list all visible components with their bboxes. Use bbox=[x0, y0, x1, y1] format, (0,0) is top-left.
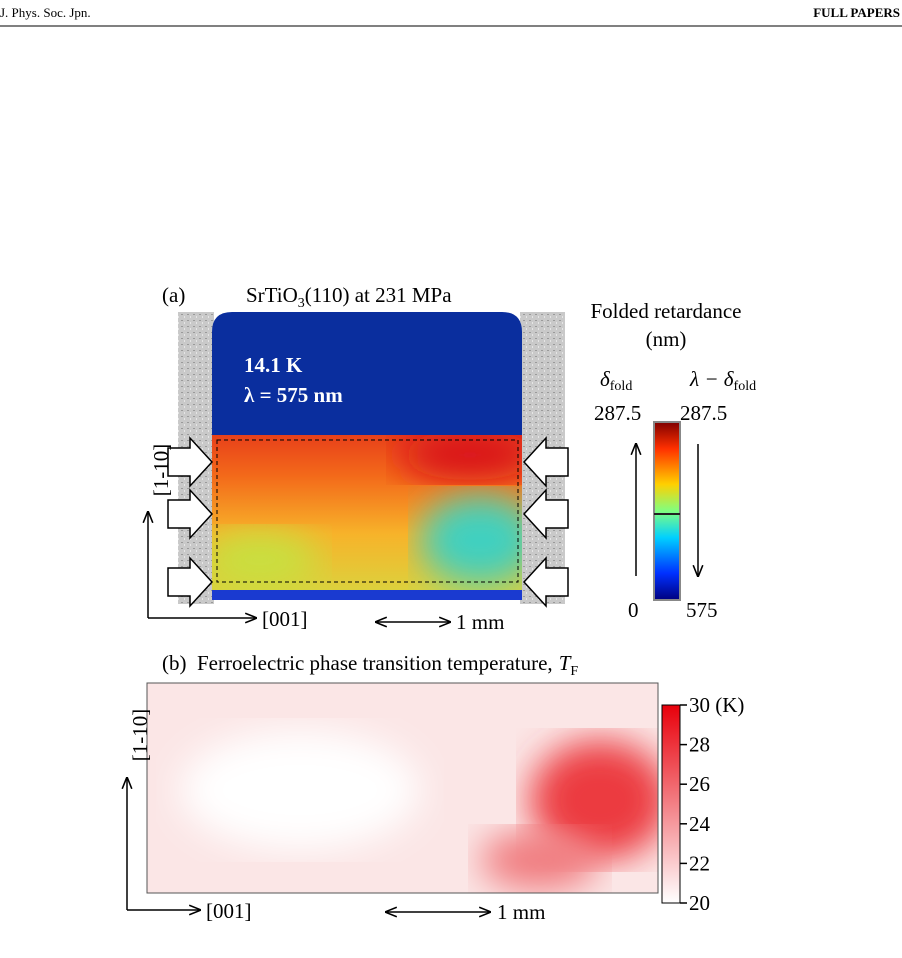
colorbar-tick-label: 20 bbox=[689, 891, 710, 915]
map-frame bbox=[146, 682, 659, 894]
temperature: 14.1 K bbox=[244, 353, 303, 377]
scale-label: 1 mm bbox=[456, 610, 504, 634]
panel-label: (b) bbox=[162, 651, 187, 675]
axis-label: [1-10] bbox=[149, 444, 173, 496]
colorbar-title: Folded retardance bbox=[590, 299, 741, 323]
colorbar-tick-label: 24 bbox=[689, 812, 711, 836]
colorbar-label: 287.5 bbox=[680, 401, 727, 425]
axis-label: [001] bbox=[206, 899, 252, 923]
panel-title: Ferroelectric phase transition temperatu… bbox=[197, 651, 578, 679]
colorbar-head: λ − δfold bbox=[689, 367, 756, 394]
wavelength: λ = 575 nm bbox=[244, 383, 343, 407]
axis-label: [001] bbox=[262, 607, 308, 631]
panel-title: SrTiO3(110) at 231 MPa bbox=[246, 283, 452, 311]
section: FULL PAPERS bbox=[813, 5, 900, 20]
journal: J. Phys. Soc. Jpn. bbox=[0, 5, 91, 20]
colorbar-tick-label: 22 bbox=[689, 851, 710, 875]
colorbar bbox=[653, 421, 681, 601]
scale-label: 1 mm bbox=[497, 900, 545, 924]
colorbar-tick-label: 28 bbox=[689, 733, 710, 757]
colorbar-head: δfold bbox=[600, 367, 632, 394]
colorbar-unit: (nm) bbox=[646, 327, 687, 351]
colorbar-label: 287.5 bbox=[594, 401, 641, 425]
colorbar-tick-label: 26 bbox=[689, 772, 710, 796]
map-b bbox=[147, 683, 658, 893]
colorbar-label: 0 bbox=[628, 598, 639, 622]
colorbar-tick-label: 30 (K) bbox=[689, 693, 744, 717]
micrograph-a bbox=[178, 312, 565, 604]
pressure-arrows bbox=[167, 436, 569, 608]
colorbar-label: 575 bbox=[686, 598, 718, 622]
colorbar bbox=[661, 704, 681, 904]
panel-label: (a) bbox=[162, 283, 185, 307]
axis-label: [1-10] bbox=[128, 709, 152, 761]
